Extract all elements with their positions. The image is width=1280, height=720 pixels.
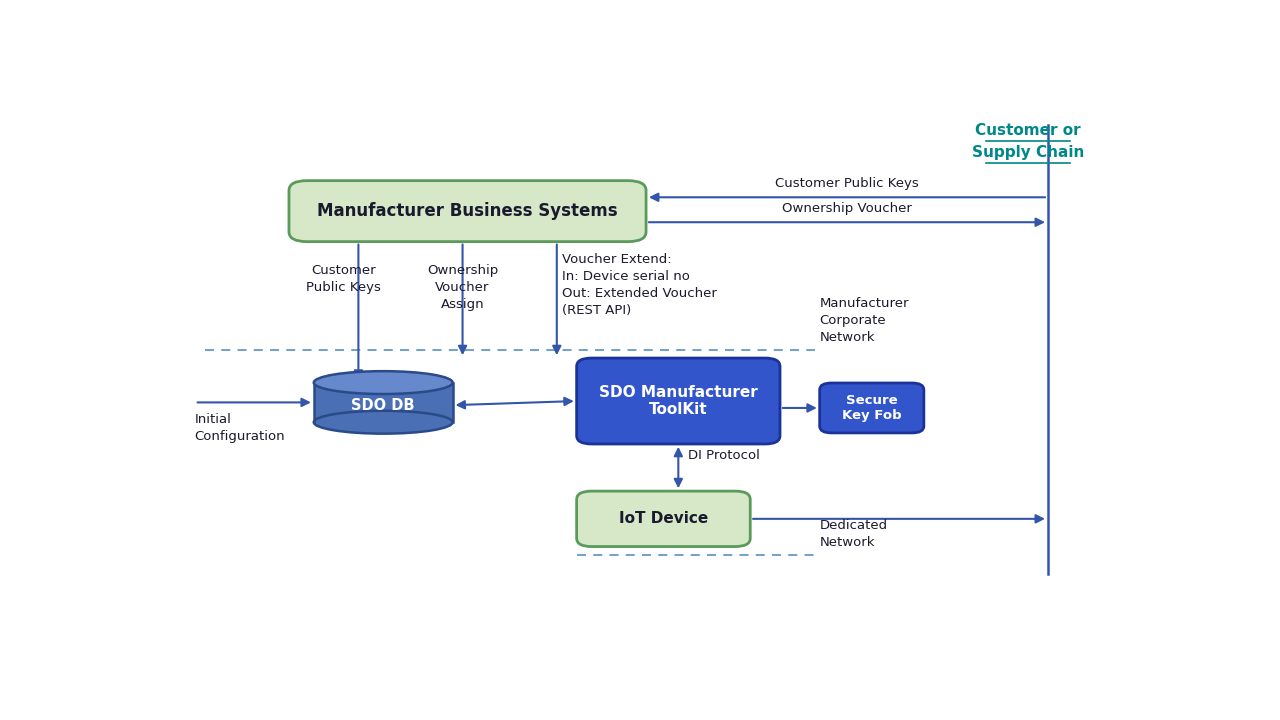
Text: IoT Device: IoT Device xyxy=(618,511,708,526)
Text: Customer Public Keys: Customer Public Keys xyxy=(776,177,919,190)
Ellipse shape xyxy=(314,371,453,394)
Text: Ownership
Voucher
Assign: Ownership Voucher Assign xyxy=(428,264,498,311)
Ellipse shape xyxy=(314,411,453,433)
Text: Secure
Key Fob: Secure Key Fob xyxy=(842,394,901,422)
Text: Ownership Voucher: Ownership Voucher xyxy=(782,202,911,215)
Text: Manufacturer
Corporate
Network: Manufacturer Corporate Network xyxy=(819,297,909,344)
Text: Manufacturer Business Systems: Manufacturer Business Systems xyxy=(317,202,618,220)
FancyBboxPatch shape xyxy=(289,181,646,242)
FancyBboxPatch shape xyxy=(314,382,453,422)
Text: Voucher Extend:
In: Device serial no
Out: Extended Voucher
(REST API): Voucher Extend: In: Device serial no Out… xyxy=(562,253,717,317)
Text: DI Protocol: DI Protocol xyxy=(689,449,760,462)
FancyBboxPatch shape xyxy=(576,491,750,546)
Text: Dedicated
Network: Dedicated Network xyxy=(819,519,888,549)
FancyBboxPatch shape xyxy=(576,358,780,444)
Text: Customer or: Customer or xyxy=(975,123,1080,138)
Text: Initial
Configuration: Initial Configuration xyxy=(195,413,285,444)
FancyBboxPatch shape xyxy=(819,383,924,433)
Text: SDO DB: SDO DB xyxy=(352,397,415,413)
Text: SDO Manufacturer
ToolKit: SDO Manufacturer ToolKit xyxy=(599,384,758,417)
Text: Customer
Public Keys: Customer Public Keys xyxy=(306,264,381,294)
Text: Supply Chain: Supply Chain xyxy=(972,145,1084,161)
